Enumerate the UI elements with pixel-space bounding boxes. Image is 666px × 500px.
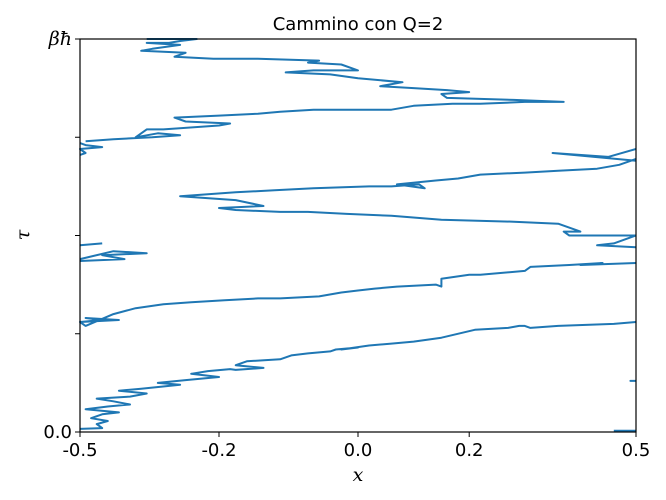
plot-area xyxy=(79,38,637,433)
y-axis-label: τ xyxy=(12,229,34,240)
x-tick-label: 0.2 xyxy=(455,440,484,461)
path-segment-9 xyxy=(551,148,637,162)
x-tick-label: -0.2 xyxy=(201,440,236,461)
path-segment-10 xyxy=(79,142,104,156)
x-tick-label: 0.5 xyxy=(622,440,651,461)
chart-title: Cammino con Q=2 xyxy=(273,14,444,35)
path-segment-2 xyxy=(79,321,637,430)
y-tick-label: 0.0 xyxy=(43,422,72,443)
y-tick-label: βħ xyxy=(48,28,72,50)
x-tick-label: 0.0 xyxy=(344,440,373,461)
y-axis: 0.0 βħ xyxy=(43,28,80,443)
path-segment-6 xyxy=(79,242,103,247)
series-layer xyxy=(79,38,637,432)
path-segment-7 xyxy=(596,234,637,249)
path-segment-8 xyxy=(179,157,637,237)
x-axis: -0.5 -0.2 0.0 0.2 0.5 xyxy=(62,432,650,461)
plot-frame xyxy=(79,38,637,433)
path-segment-4 xyxy=(79,262,637,327)
x-axis-label: x xyxy=(353,464,364,486)
path-segment-11 xyxy=(85,38,565,143)
path-segment-5 xyxy=(79,250,148,262)
x-tick-label: -0.5 xyxy=(62,440,97,461)
